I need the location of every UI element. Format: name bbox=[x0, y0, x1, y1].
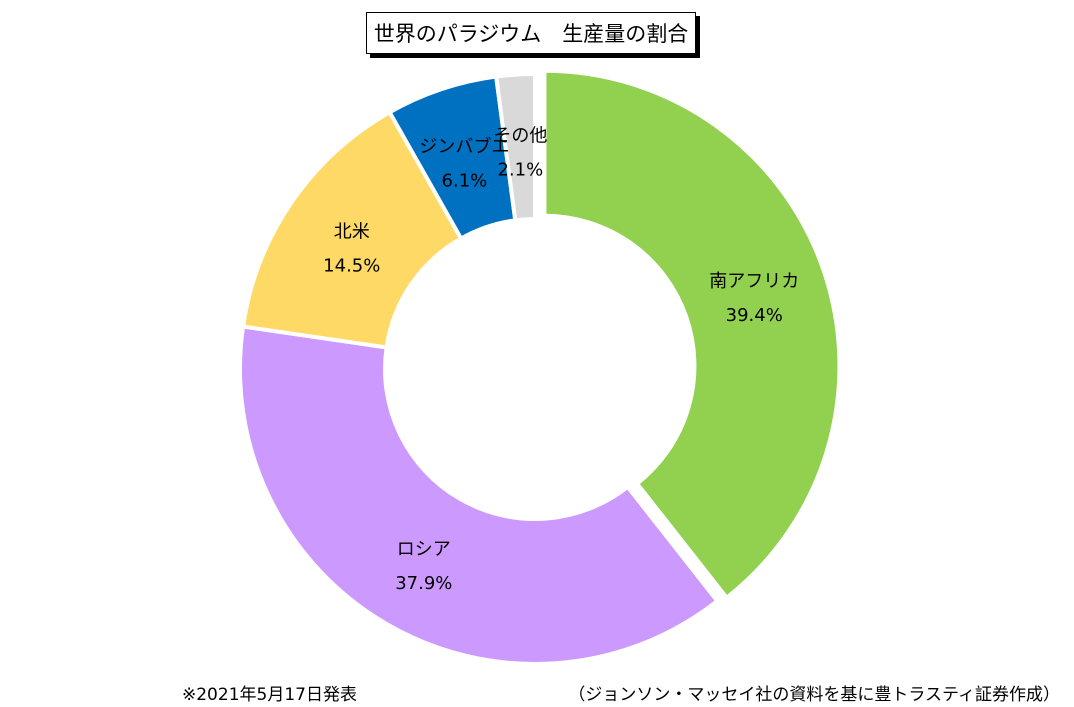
donut-slice-0 bbox=[542, 68, 842, 601]
slice-value-label-2: 14.5% bbox=[323, 256, 380, 277]
slice-label-0: 南アフリカ bbox=[709, 271, 799, 292]
slice-label-4: その他 bbox=[493, 125, 547, 146]
donut-slice-4 bbox=[493, 71, 537, 223]
source-note: （ジョンソン・マッセイ社の資料を基に豊トラスティ証券作成） bbox=[568, 685, 1060, 705]
slice-label-3: ジンバブエ bbox=[419, 136, 509, 158]
slice-value-label-1: 37.9% bbox=[395, 573, 452, 594]
slice-label-2: 北米 bbox=[334, 222, 370, 243]
date-note: ※2021年5月17日発表 bbox=[182, 685, 357, 705]
chart-title: 世界のパラジウム 生産量の割合 bbox=[366, 12, 696, 54]
donut-slice-2 bbox=[240, 109, 464, 350]
chart-slices bbox=[238, 68, 842, 666]
slice-label-1: ロシア bbox=[397, 539, 451, 560]
slice-value-label-3: 6.1% bbox=[442, 171, 488, 192]
slice-value-label-4: 2.1% bbox=[497, 159, 543, 180]
slice-value-label-0: 39.4% bbox=[726, 305, 783, 326]
chart-labels: 南アフリカ 39.4% ロシア 37.9% 北米 14.5% ジンバブエ 6.1% その他 2.1… bbox=[323, 125, 799, 594]
donut-slice-1 bbox=[238, 324, 721, 666]
